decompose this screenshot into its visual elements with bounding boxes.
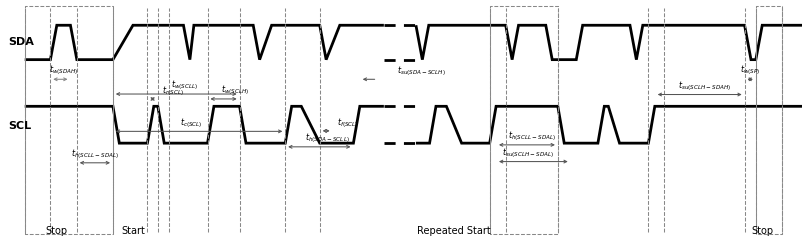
Text: $t_{w(SP)}$: $t_{w(SP)}$ [739, 63, 759, 77]
Text: $t_{su(SDA-SCLH)}$: $t_{su(SDA-SCLH)}$ [397, 64, 446, 78]
Text: Repeated Start: Repeated Start [416, 226, 490, 236]
Text: SDA: SDA [9, 38, 34, 47]
Text: Stop: Stop [46, 226, 68, 236]
Text: $t_{su(SCLH-SDAL)}$: $t_{su(SCLH-SDAL)}$ [501, 146, 553, 160]
Text: $t_{h(SDA-SCLL)}$: $t_{h(SDA-SCLL)}$ [305, 131, 350, 145]
Text: Stop: Stop [750, 226, 772, 236]
Text: $t_{w(SDAH)}$: $t_{w(SDAH)}$ [49, 63, 79, 77]
Text: SCL: SCL [9, 121, 32, 131]
Text: $t_{h(SCLL-SDAL)}$: $t_{h(SCLL-SDAL)}$ [507, 129, 555, 143]
Text: $t_{w(SCLH)}$: $t_{w(SCLH)}$ [221, 83, 249, 97]
Text: $t_{su(SCLH-SDAH)}$: $t_{su(SCLH-SDAH)}$ [677, 79, 730, 93]
Text: $t_{r(SCL)}$: $t_{r(SCL)}$ [162, 84, 184, 98]
Text: Start: Start [121, 226, 144, 236]
Text: $t_{c(SCL)}$: $t_{c(SCL)}$ [180, 116, 202, 130]
Text: $t_{w(SCLL)}$: $t_{w(SCLL)}$ [170, 78, 197, 92]
Text: $t_{h(SCLL-SDAL)}$: $t_{h(SCLL-SDAL)}$ [71, 147, 119, 161]
Text: $t_{f(SCL)}$: $t_{f(SCL)}$ [336, 116, 358, 130]
